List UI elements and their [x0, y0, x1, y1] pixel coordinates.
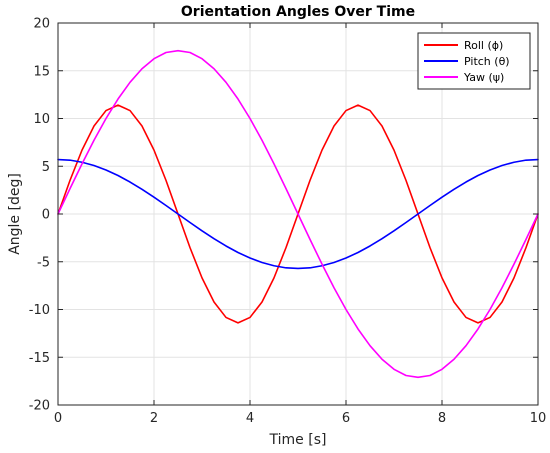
legend-label: Yaw (ψ): [463, 71, 504, 84]
y-tick-label: 5: [42, 160, 50, 175]
y-tick-label: -10: [29, 303, 50, 318]
y-tick-label: -20: [29, 399, 50, 414]
legend: Roll (ϕ) Pitch (θ) Yaw (ψ): [417, 32, 531, 90]
x-tick-label: 8: [438, 411, 446, 426]
y-tick-label: 20: [33, 17, 50, 32]
x-tick-label: 0: [54, 411, 62, 426]
x-axis-label: Time [s]: [269, 432, 327, 448]
y-tick-label: -5: [37, 255, 50, 270]
x-tick-label: 4: [246, 411, 254, 426]
legend-label: Pitch (θ): [464, 55, 510, 68]
y-tick-label: 0: [42, 208, 50, 223]
y-axis-label: Angle [deg]: [7, 173, 23, 255]
y-tick-label: 10: [33, 112, 50, 127]
y-tick-label: -15: [29, 351, 50, 366]
y-tick-label: 15: [33, 64, 50, 79]
series-line-3: [57, 49, 539, 379]
series-line-2: [57, 158, 539, 270]
series-layer: [57, 49, 539, 379]
chart-title: Orientation Angles Over Time: [181, 4, 415, 20]
x-tick-label: 2: [150, 411, 158, 426]
tick-layer: 0 2 4 6 8 10 -20 -15 -10 -5 0 5 10 15 20: [29, 17, 547, 427]
x-tick-label: 10: [530, 411, 547, 426]
legend-label: Roll (ϕ): [464, 39, 503, 52]
x-tick-label: 6: [342, 411, 350, 426]
